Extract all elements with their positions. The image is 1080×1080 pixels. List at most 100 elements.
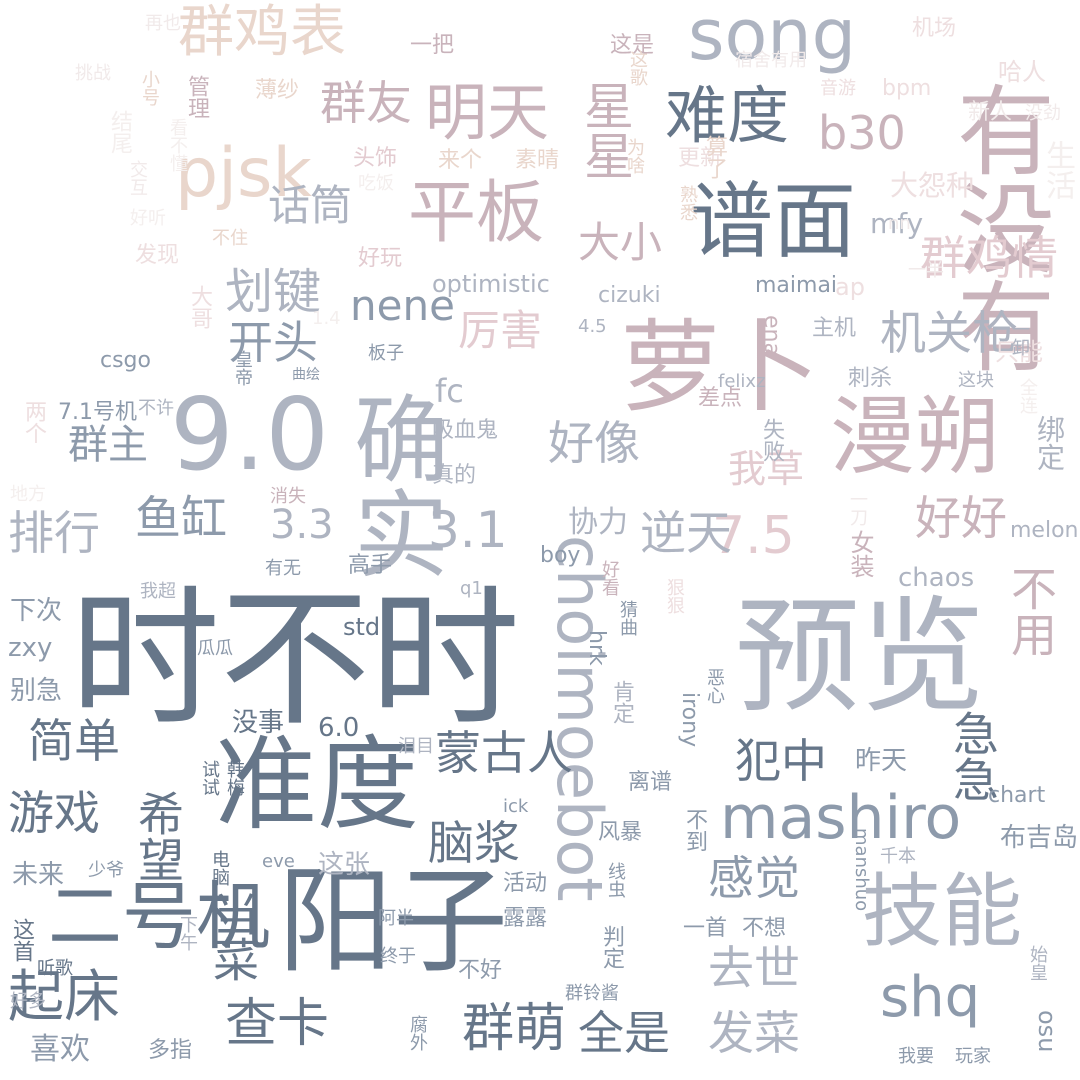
cloud-word: 机场 bbox=[912, 16, 957, 41]
cloud-word: 不用 bbox=[1004, 565, 1058, 657]
cloud-word: 大小 bbox=[578, 218, 663, 267]
cloud-word: 少爷 bbox=[88, 860, 124, 881]
cloud-word: mashiro bbox=[720, 783, 962, 853]
cloud-word: 一把 bbox=[410, 33, 455, 58]
cloud-word: 别急 bbox=[10, 676, 63, 706]
cloud-word: 地方 bbox=[10, 484, 46, 505]
cloud-word: 犯中 bbox=[735, 734, 827, 788]
cloud-word: 7.5 bbox=[712, 506, 795, 566]
cloud-word: 真的 bbox=[432, 463, 477, 488]
cloud-word: 1.4 bbox=[312, 308, 341, 329]
cloud-word: 来个 bbox=[438, 148, 483, 173]
cloud-word: 消失 bbox=[270, 486, 306, 507]
cloud-word: 板子 bbox=[368, 343, 404, 364]
cloud-word: 准度 bbox=[215, 726, 419, 845]
cloud-word: 算了 bbox=[702, 135, 727, 179]
cloud-word: 管理 bbox=[184, 75, 209, 119]
cloud-word: 不想 bbox=[742, 916, 787, 941]
cloud-word: 吃饭 bbox=[358, 173, 394, 194]
cloud-word: 群友 bbox=[320, 76, 412, 130]
cloud-word: 7.1号机 bbox=[58, 400, 137, 425]
cloud-word: 明天 bbox=[425, 76, 550, 149]
cloud-word: 再也 bbox=[145, 13, 181, 34]
cloud-word: 失败 bbox=[759, 418, 784, 462]
cloud-word: 确实 bbox=[338, 390, 448, 580]
cloud-word: 起床 bbox=[8, 965, 120, 1030]
cloud-word: 星星 bbox=[576, 80, 634, 180]
cloud-word: manshuo bbox=[851, 828, 872, 912]
cloud-word: 我超 bbox=[140, 581, 176, 602]
cloud-word: 平板 bbox=[408, 174, 545, 253]
cloud-word: 蒙古人 bbox=[435, 726, 573, 780]
cloud-word: 狠狠 bbox=[664, 578, 685, 614]
cloud-word: 交互 bbox=[127, 160, 148, 196]
cloud-word: 布吉岛 bbox=[1000, 823, 1079, 853]
cloud-word: 群铃酱 bbox=[565, 983, 619, 1004]
cloud-word: 这是 bbox=[610, 33, 655, 58]
cloud-word: fc bbox=[435, 372, 464, 410]
cloud-word: 发现 bbox=[135, 243, 180, 268]
cloud-word: 宿舍有用 bbox=[735, 50, 807, 71]
cloud-word: 薄纱 bbox=[255, 78, 300, 103]
cloud-word: 肯定 bbox=[609, 680, 634, 724]
cloud-word: 生活 bbox=[1040, 140, 1075, 200]
cloud-word: 恶心 bbox=[704, 668, 725, 704]
cloud-word: 两个 bbox=[21, 400, 46, 444]
cloud-word: 结尾 bbox=[107, 110, 132, 154]
cloud-word: 脑浆 bbox=[428, 816, 520, 870]
cloud-word: 萝卜 bbox=[620, 309, 820, 426]
cloud-word: 有没有 bbox=[940, 80, 1054, 374]
cloud-word: 好好 bbox=[915, 491, 1007, 545]
cloud-word: 瓜瓜 bbox=[197, 638, 233, 659]
cloud-word: 终于 bbox=[380, 946, 416, 967]
cloud-word: 好像 bbox=[548, 416, 640, 470]
cloud-word: 二号机 bbox=[48, 874, 270, 960]
cloud-word: chart bbox=[988, 783, 1046, 808]
cloud-word: shq bbox=[880, 965, 981, 1030]
cloud-word: 急急 bbox=[946, 710, 1000, 802]
cloud-word: 头饰 bbox=[353, 146, 398, 171]
cloud-word: 机关枪 bbox=[880, 306, 1018, 360]
cloud-word: 协力 bbox=[568, 505, 628, 540]
cloud-word: 这张 bbox=[318, 850, 371, 880]
cloud-word: 4.5 bbox=[578, 316, 607, 337]
cloud-word: 没事 bbox=[232, 708, 285, 738]
cloud-word: 一半 bbox=[908, 260, 944, 281]
cloud-word: 全连 bbox=[1017, 378, 1038, 414]
cloud-word: 电脑 bbox=[209, 850, 230, 886]
cloud-word: 群萌 bbox=[462, 999, 567, 1059]
cloud-word: 不许 bbox=[138, 398, 174, 419]
cloud-word: 差点 bbox=[698, 386, 743, 411]
cloud-word: 哈人 bbox=[998, 58, 1046, 86]
cloud-word: ick bbox=[503, 796, 529, 817]
cloud-word: 好玩 bbox=[358, 246, 403, 271]
cloud-word: 漫朔 bbox=[830, 388, 1001, 487]
cloud-word: 群主 bbox=[68, 422, 148, 468]
cloud-word: eve bbox=[262, 851, 295, 872]
cloud-word: 去世 bbox=[708, 941, 800, 995]
cloud-word: 阿半 bbox=[378, 908, 414, 929]
cloud-word: 简单 bbox=[28, 714, 120, 768]
cloud-word: ap bbox=[835, 273, 865, 301]
cloud-word: 技能 bbox=[862, 865, 1022, 958]
cloud-word: 时不时 bbox=[70, 573, 521, 747]
cloud-word: choimoebot bbox=[543, 535, 616, 902]
cloud-word: 群鸡情 bbox=[920, 231, 1058, 285]
cloud-word: song bbox=[688, 0, 857, 76]
cloud-word: 始皇 bbox=[1027, 945, 1048, 981]
cloud-word: 离谱 bbox=[628, 770, 673, 795]
cloud-word: 有无 bbox=[265, 558, 301, 579]
cloud-word: nene bbox=[350, 281, 455, 330]
cloud-word: 感觉 bbox=[708, 851, 800, 905]
cloud-word: 看不懂 bbox=[167, 118, 188, 172]
cloud-word: osu bbox=[1033, 1010, 1061, 1053]
cloud-word: bpm bbox=[882, 76, 932, 101]
cloud-word: 高手 bbox=[348, 553, 393, 578]
cloud-word: 发菜 bbox=[708, 1006, 800, 1060]
cloud-word: boy bbox=[540, 543, 581, 568]
cloud-word: 开头 bbox=[228, 316, 319, 369]
cloud-word: 主机 bbox=[812, 316, 857, 341]
cloud-word: 一卸 bbox=[1009, 320, 1030, 356]
cloud-word: 一刀 bbox=[847, 490, 868, 526]
